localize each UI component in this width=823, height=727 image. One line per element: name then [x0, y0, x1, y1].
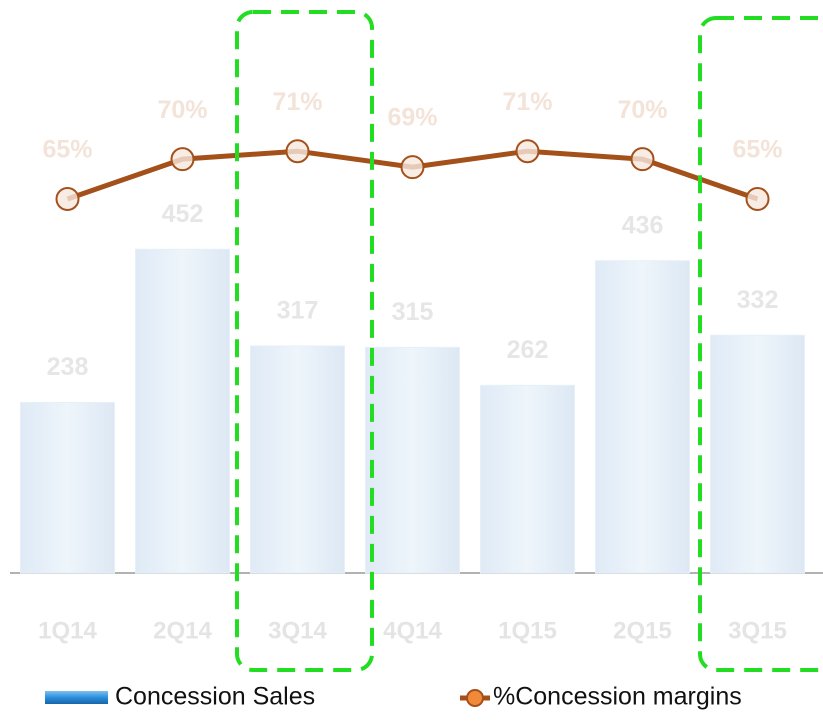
- x-tick-label: 2Q14: [153, 617, 212, 644]
- highlight-box: [235, 10, 374, 672]
- x-tick-label: 1Q14: [38, 617, 97, 644]
- x-tick-label: 1Q15: [498, 617, 557, 644]
- data-label: 452: [162, 200, 204, 228]
- data-label: 69%: [387, 104, 437, 132]
- data-label: 436: [622, 211, 664, 239]
- data-label: 71%: [502, 88, 552, 116]
- bar: [365, 346, 460, 574]
- legend-label: Concession Sales: [115, 683, 315, 711]
- x-tick-label: 4Q14: [383, 617, 442, 644]
- data-label: 262: [507, 336, 549, 364]
- data-label: 71%: [272, 88, 322, 116]
- highlight-box: [698, 16, 823, 672]
- bar: [250, 345, 345, 574]
- legend-swatch: [466, 689, 484, 707]
- marker: [285, 139, 310, 164]
- marker: [400, 155, 425, 180]
- data-label: 315: [392, 298, 434, 326]
- marker: [745, 186, 770, 211]
- bar: [595, 260, 690, 574]
- legend-label: %Concession margins: [493, 683, 742, 711]
- legend-swatch: [45, 691, 108, 704]
- x-tick-label: 2Q15: [613, 617, 672, 644]
- data-label: 70%: [617, 96, 667, 124]
- marker: [515, 139, 540, 164]
- x-tick-label: 3Q15: [728, 617, 787, 644]
- marker: [630, 147, 655, 172]
- data-label: 70%: [157, 96, 207, 124]
- bar: [480, 384, 575, 574]
- data-label: 317: [277, 297, 319, 325]
- data-label: 65%: [42, 136, 92, 164]
- data-label: 332: [737, 286, 779, 314]
- data-label: 238: [47, 353, 89, 381]
- bar: [20, 402, 115, 574]
- x-tick-label: 3Q14: [268, 617, 327, 644]
- marker: [55, 186, 80, 211]
- bar: [710, 334, 805, 574]
- data-label: 65%: [732, 136, 782, 164]
- bar: [135, 248, 230, 574]
- marker: [170, 147, 195, 172]
